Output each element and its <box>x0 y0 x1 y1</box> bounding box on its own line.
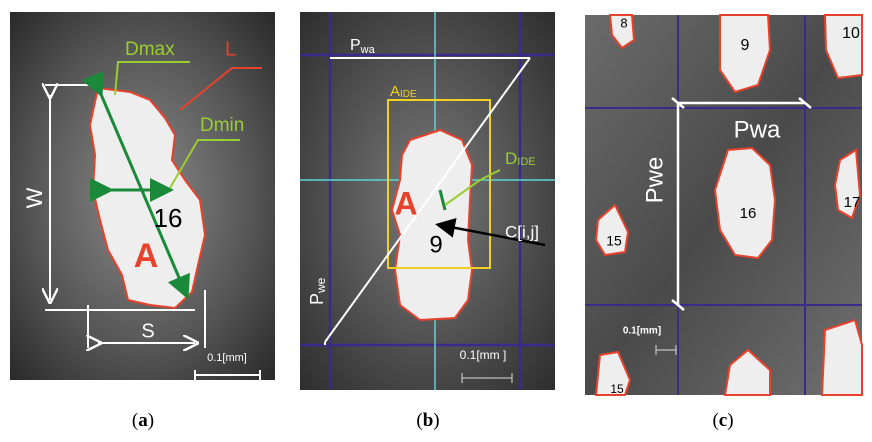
area-label: A <box>394 185 417 221</box>
s-label: S <box>141 320 154 342</box>
caption-part: a <box>138 410 148 431</box>
caption: (b) <box>416 410 439 431</box>
scale-label: 0.1[mm] <box>207 352 247 364</box>
grain-number: 10 <box>842 25 860 42</box>
pwe-sub: we <box>314 277 328 294</box>
caption-part: c <box>719 410 727 431</box>
grain-number: 8 <box>620 15 627 30</box>
pwa-label: Pwa <box>734 116 781 143</box>
caption-part: ) <box>727 410 733 431</box>
grain <box>392 130 472 320</box>
grain-number: 9 <box>741 37 750 54</box>
dide-main: D <box>505 149 517 168</box>
grain-number: 17 <box>844 194 861 211</box>
grain-number: 15 <box>606 233 622 249</box>
panel-b: Pwa AIDE DIDE A 9 C[i,j] Pwe 0.1[mm ] (b… <box>300 12 555 431</box>
center-label: C[i,j] <box>505 222 539 241</box>
grain-number: 16 <box>154 203 183 233</box>
caption-part: b <box>423 410 434 431</box>
scale-label: 0.1[mm] <box>623 326 661 337</box>
caption: (a) <box>132 410 154 431</box>
pwa-main: P <box>350 37 361 54</box>
scale-label: 0.1[mm ] <box>460 348 507 362</box>
dmax-label: Dmax <box>125 39 175 60</box>
dide-sub: IDE <box>517 156 535 168</box>
caption-part: ) <box>148 410 154 431</box>
pwa-sub: wa <box>360 44 376 56</box>
panel-a: Dmax L Dmin W 16 A S 0.1[mm] (a) <box>10 12 275 431</box>
caption-part: ) <box>433 410 439 431</box>
pwe-main: P <box>307 293 327 305</box>
aide-main: A <box>390 83 400 100</box>
area-label: A <box>134 237 159 275</box>
l-label: L <box>225 38 236 60</box>
caption: (c) <box>712 410 733 431</box>
grain-number: 15 <box>610 382 624 396</box>
w-label: W <box>22 187 47 208</box>
grain-number: 9 <box>429 231 442 258</box>
grain-number: 16 <box>740 205 757 222</box>
panel-c: 8 9 10 16 17 15 15 Pwa Pwe 0.1[mm] (c) <box>585 15 862 431</box>
aide-sub: IDE <box>400 89 417 100</box>
figure: Dmax L Dmin W 16 A S 0.1[mm] (a) Pwa AID… <box>0 0 872 442</box>
pwe-label: Pwe <box>641 157 668 204</box>
dmin-label: Dmin <box>200 115 244 136</box>
